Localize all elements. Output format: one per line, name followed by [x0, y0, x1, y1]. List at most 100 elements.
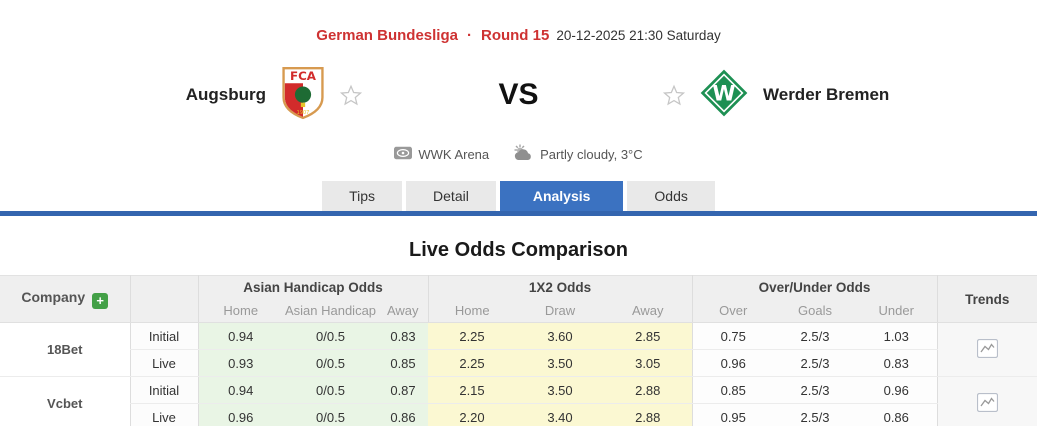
company-name[interactable]: 18Bet [0, 322, 130, 377]
away-team-logo: W [700, 69, 748, 122]
x2-away-header: Away [604, 299, 692, 323]
ah-handicap-header: Asian Handicap [283, 299, 378, 323]
odds-row-18bet-initial: 18Bet Initial 0.94 0/0.5 0.83 2.25 3.60 … [0, 322, 1037, 377]
odds-value: 3.50 [516, 349, 604, 377]
odds-value: 0.94 [197, 376, 283, 404]
odds-row-vcbet-live: Live 0.96 0/0.5 0.86 2.20 3.40 2.88 0.95… [0, 403, 1037, 426]
company-header: Company + [0, 275, 130, 323]
match-header-line: German Bundesliga · Round 15 20-12-2025 21:… [0, 0, 1037, 45]
venue-item: WWK Arena [394, 146, 489, 163]
odds-value: 0/0.5 [283, 403, 378, 426]
odds-value: 0.93 [197, 349, 283, 377]
odds-value: 2.5/3 [774, 322, 856, 350]
round-label: Round 15 [480, 27, 550, 44]
ou-under-header: Under [856, 299, 937, 323]
partly-cloudy-icon [513, 144, 534, 164]
match-meta-row: WWK Arena Partly cloudy, 3°C [0, 144, 1037, 164]
odds-value: 0.83 [378, 322, 428, 350]
odds-value: 0.86 [378, 403, 428, 426]
line-type-header-empty [129, 275, 198, 323]
line-type-label: Live [129, 403, 198, 426]
odds-value: 0.75 [691, 322, 774, 350]
ah-away-header: Away [378, 299, 428, 323]
odds-row-vcbet-initial: Vcbet Initial 0.94 0/0.5 0.87 2.15 3.50 … [0, 376, 1037, 426]
odds-value: 0.94 [197, 322, 283, 350]
line-chart-icon[interactable] [976, 338, 998, 361]
odds-value: 2.85 [604, 322, 692, 350]
odds-value: 0.96 [197, 403, 283, 426]
odds-value: 3.40 [516, 403, 604, 426]
away-team-name[interactable]: Werder Bremen [763, 85, 890, 104]
away-team: W Werder Bremen [589, 69, 1037, 122]
tab-tips[interactable]: Tips [322, 181, 403, 211]
odds-value: 0.86 [856, 403, 937, 426]
x2-home-header: Home [427, 299, 516, 323]
tabs-bar: Tips Detail Analysis Odds [0, 181, 1037, 216]
odds-value: 2.5/3 [774, 376, 856, 404]
odds-row-18bet-live: Live 0.93 0/0.5 0.85 2.25 3.50 3.05 0.96… [0, 349, 1037, 377]
1x2-group-header: 1X2 Odds [427, 275, 692, 300]
company-name[interactable]: Vcbet [0, 376, 130, 426]
table-group-header-row: Company + Asian Handicap Odds 1X2 Odds Ov… [0, 275, 1037, 323]
away-favorite-star-icon[interactable] [663, 84, 685, 106]
odds-value: 0/0.5 [283, 349, 378, 377]
stadium-icon [394, 146, 413, 163]
odds-value: 0.87 [378, 376, 428, 404]
odds-value: 0.85 [378, 349, 428, 377]
trends-header: Trends [936, 275, 1037, 323]
weather-text: Partly cloudy, 3°C [540, 146, 643, 162]
odds-value: 0.95 [691, 403, 774, 426]
ah-home-header: Home [197, 299, 283, 323]
svg-text:1907: 1907 [297, 110, 310, 116]
odds-value: 0.96 [856, 376, 937, 404]
home-team-logo: FCA 1907 [281, 66, 325, 125]
odds-value: 0/0.5 [283, 376, 378, 404]
odds-value: 3.60 [516, 322, 604, 350]
vs-label: VS [498, 78, 539, 111]
odds-value: 3.50 [516, 376, 604, 404]
odds-value: 2.25 [428, 322, 516, 350]
section-title: Live Odds Comparison [409, 239, 628, 261]
odds-value: 2.5/3 [774, 403, 856, 426]
odds-value: 1.03 [856, 322, 937, 350]
venue-name: WWK Arena [418, 146, 490, 162]
separator-dot: · [466, 27, 472, 44]
line-type-label: Live [129, 349, 198, 377]
odds-value: 2.88 [604, 376, 692, 404]
match-datetime: 20-12-2025 21:30 Saturday [556, 28, 721, 43]
table-sub-header-row: Home Asian Handicap Away Home Draw Away … [0, 299, 1037, 323]
odds-value: 0.85 [691, 376, 774, 404]
live-odds-table: Company + Asian Handicap Odds 1X2 Odds Ov… [0, 275, 1037, 426]
line-type-label: Initial [129, 376, 198, 404]
odds-value: 2.25 [428, 349, 516, 377]
add-company-plus-icon[interactable]: + [92, 293, 109, 309]
trends-cell[interactable] [936, 322, 1037, 377]
svg-text:FCA: FCA [290, 69, 317, 83]
ou-over-header: Over [691, 299, 774, 323]
league-name[interactable]: German Bundesliga [316, 27, 458, 44]
svg-text:W: W [712, 81, 735, 105]
odds-value: 2.15 [428, 376, 516, 404]
odds-value: 0.83 [856, 349, 937, 377]
odds-value: 2.5/3 [774, 349, 856, 377]
home-favorite-star-icon[interactable] [340, 84, 362, 106]
ou-goals-header: Goals [774, 299, 856, 323]
home-team: Augsburg FCA 1907 [0, 66, 448, 125]
odds-value: 0.96 [691, 349, 774, 377]
over-under-group-header: Over/Under Odds [691, 275, 937, 300]
company-header-label: Company [21, 289, 86, 305]
odds-value: 3.05 [604, 349, 692, 377]
home-team-name[interactable]: Augsburg [185, 85, 266, 104]
weather-item: Partly cloudy, 3°C [513, 144, 643, 164]
tab-detail[interactable]: Detail [406, 181, 496, 211]
tab-odds[interactable]: Odds [627, 181, 715, 211]
odds-value: 0/0.5 [283, 322, 378, 350]
tab-analysis[interactable]: Analysis [499, 181, 624, 211]
trends-cell[interactable] [936, 376, 1037, 426]
line-chart-icon[interactable] [976, 392, 998, 415]
teams-row: Augsburg FCA 1907 VS [0, 54, 1037, 136]
tabs-divider-bar [0, 211, 1037, 216]
line-type-label: Initial [129, 322, 198, 350]
odds-value: 2.88 [604, 403, 692, 426]
